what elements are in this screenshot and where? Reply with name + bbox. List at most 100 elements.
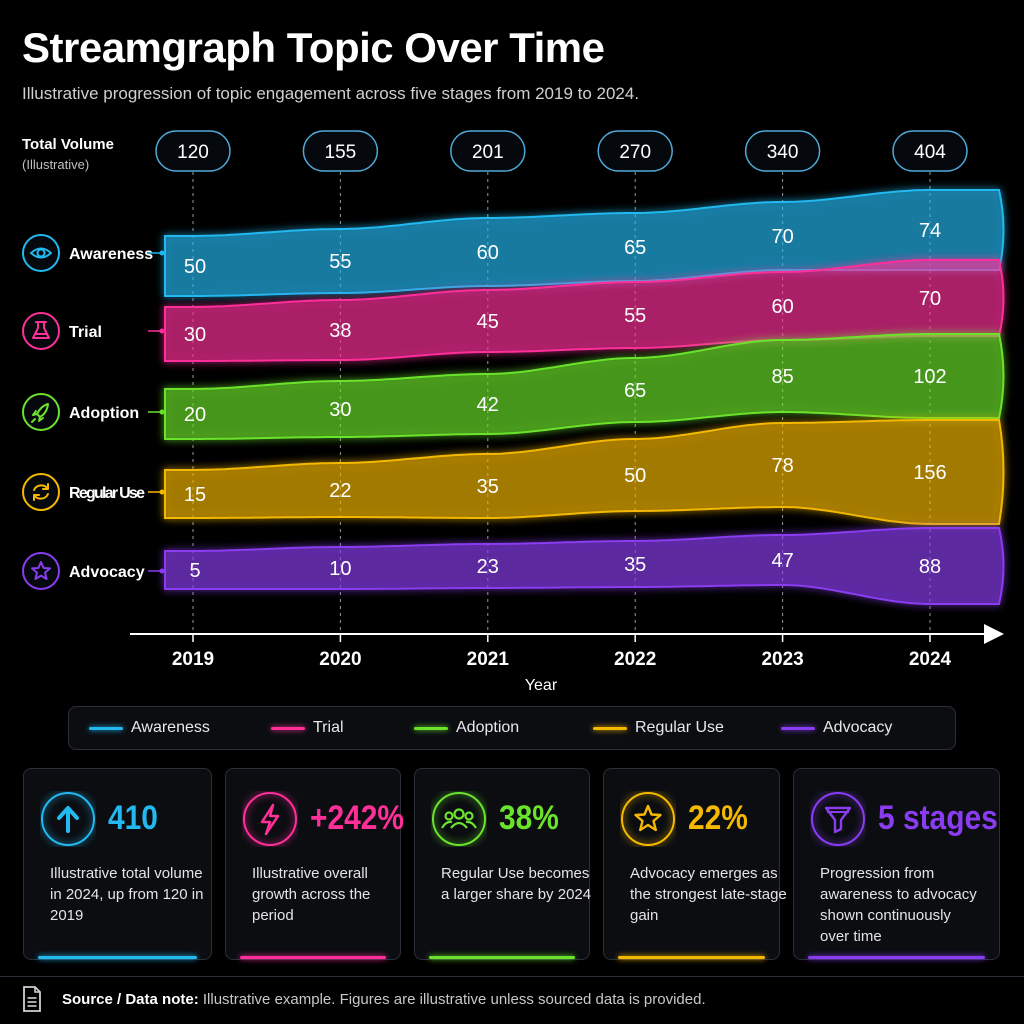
series-name: Trial bbox=[69, 324, 102, 341]
stat-value: 410 bbox=[108, 799, 158, 837]
legend-swatch bbox=[781, 726, 815, 730]
stat-card: 5 stages Progression from awareness to a… bbox=[793, 768, 1000, 960]
card-accent-bar bbox=[808, 956, 985, 959]
data-label: 85 bbox=[771, 366, 793, 388]
source-note: Source / Data note: Illustrative example… bbox=[62, 991, 706, 1008]
data-label: 47 bbox=[771, 550, 793, 572]
x-tick-label: 2022 bbox=[614, 649, 656, 670]
total-volume-pill bbox=[597, 130, 673, 172]
legend-item: Adoption bbox=[414, 719, 519, 737]
card-accent-bar bbox=[429, 956, 575, 959]
stream-band-adoption bbox=[164, 333, 1005, 440]
data-label: 88 bbox=[919, 556, 941, 578]
total-volume-value: 340 bbox=[767, 142, 799, 163]
data-label: 45 bbox=[477, 311, 499, 333]
stream-band-regular-use bbox=[164, 419, 1005, 525]
stat-card: 22% Advocacy emerges as the strongest la… bbox=[603, 768, 787, 960]
stream-band-advocacy bbox=[164, 527, 1005, 605]
legend-swatch bbox=[593, 726, 627, 730]
data-label: 156 bbox=[913, 462, 946, 484]
lightning-icon bbox=[243, 792, 297, 846]
users-icon bbox=[432, 792, 486, 846]
legend-item: Regular Use bbox=[593, 719, 724, 737]
total-volume-value: 155 bbox=[325, 142, 357, 163]
data-label: 30 bbox=[184, 324, 206, 346]
series-name: Awareness bbox=[69, 246, 153, 263]
card-accent-bar bbox=[618, 956, 765, 959]
data-label: 102 bbox=[913, 366, 946, 388]
legend-label: Trial bbox=[313, 719, 344, 736]
rocket-icon bbox=[31, 403, 49, 423]
total-volume-value: 270 bbox=[619, 142, 651, 163]
x-axis-label: Year bbox=[525, 677, 558, 694]
legend-label: Adoption bbox=[456, 719, 520, 736]
series-icon-ring bbox=[22, 473, 60, 511]
stat-value: +242% bbox=[310, 799, 405, 837]
data-label: 65 bbox=[624, 237, 646, 259]
stat-card: 38% Regular Use becomes a larger share b… bbox=[414, 768, 591, 960]
stat-description: Illustrative overall growth across the p… bbox=[252, 865, 371, 924]
stream-band-trial bbox=[164, 259, 1005, 362]
legend-label: Regular Use bbox=[635, 719, 724, 736]
series-icon-ring bbox=[22, 393, 60, 431]
legend-label: Advocacy bbox=[823, 719, 893, 736]
stat-card: 410 Illustrative total volume in 2024, u… bbox=[23, 768, 212, 960]
source-divider bbox=[0, 976, 1024, 977]
total-volume-label: Total Volume bbox=[22, 136, 114, 153]
data-label: 55 bbox=[624, 305, 646, 327]
data-label: 74 bbox=[919, 220, 941, 242]
eye-icon bbox=[30, 247, 52, 259]
data-label: 60 bbox=[477, 242, 499, 264]
series-icon-ring bbox=[22, 552, 60, 590]
stat-value: 5 stages bbox=[878, 799, 998, 837]
source-text: Illustrative example. Figures are illust… bbox=[202, 991, 706, 1008]
stat-description: Illustrative total volume in 2024, up fr… bbox=[50, 865, 204, 924]
data-label: 35 bbox=[477, 476, 499, 498]
data-label: 10 bbox=[329, 558, 351, 580]
data-label: 38 bbox=[329, 320, 351, 342]
series-icon-ring bbox=[22, 234, 60, 272]
stat-value: 38% bbox=[499, 799, 559, 837]
total-volume-value: 120 bbox=[177, 142, 209, 163]
x-tick-label: 2024 bbox=[909, 649, 952, 670]
stat-value: 22% bbox=[688, 799, 748, 837]
data-label: 42 bbox=[477, 394, 499, 416]
document-icon bbox=[23, 986, 41, 1012]
total-volume-value: 404 bbox=[914, 142, 946, 163]
star-icon bbox=[621, 792, 675, 846]
data-label: 70 bbox=[919, 288, 941, 310]
data-label: 23 bbox=[477, 556, 499, 578]
legend-item: Advocacy bbox=[781, 719, 892, 737]
legend-item: Trial bbox=[271, 719, 344, 737]
star-icon bbox=[31, 561, 51, 580]
stat-description: Progression from awareness to advocacy s… bbox=[820, 865, 977, 945]
data-label: 55 bbox=[329, 251, 351, 273]
total-volume-pill bbox=[892, 130, 968, 172]
data-label: 50 bbox=[624, 465, 646, 487]
total-volume-value: 201 bbox=[472, 142, 504, 163]
stream-band-awareness bbox=[164, 189, 1005, 297]
x-tick-label: 2023 bbox=[761, 649, 803, 670]
total-volume-pill bbox=[450, 130, 526, 172]
x-tick-label: 2020 bbox=[319, 649, 361, 670]
arrow-up-icon bbox=[41, 792, 95, 846]
legend-swatch bbox=[271, 726, 305, 730]
data-label: 22 bbox=[329, 480, 351, 502]
series-connector-dot bbox=[159, 328, 165, 334]
funnel-icon bbox=[811, 792, 865, 846]
stat-card: +242% Illustrative overall growth across… bbox=[225, 768, 405, 960]
card-accent-bar bbox=[38, 956, 197, 959]
flask-icon bbox=[32, 321, 50, 339]
legend-label: Awareness bbox=[131, 719, 210, 736]
series-connector-dot bbox=[159, 409, 165, 415]
total-volume-sublabel: (Illustrative) bbox=[22, 157, 89, 172]
total-volume-pill bbox=[155, 130, 231, 172]
legend-swatch bbox=[414, 726, 448, 730]
refresh-icon bbox=[33, 483, 49, 501]
page-subtitle: Illustrative progression of topic engage… bbox=[22, 84, 640, 103]
data-label: 60 bbox=[771, 296, 793, 318]
legend-item: Awareness bbox=[89, 719, 210, 737]
x-tick-label: 2019 bbox=[172, 649, 214, 670]
legend-swatch bbox=[89, 726, 123, 730]
data-label: 15 bbox=[184, 484, 206, 506]
